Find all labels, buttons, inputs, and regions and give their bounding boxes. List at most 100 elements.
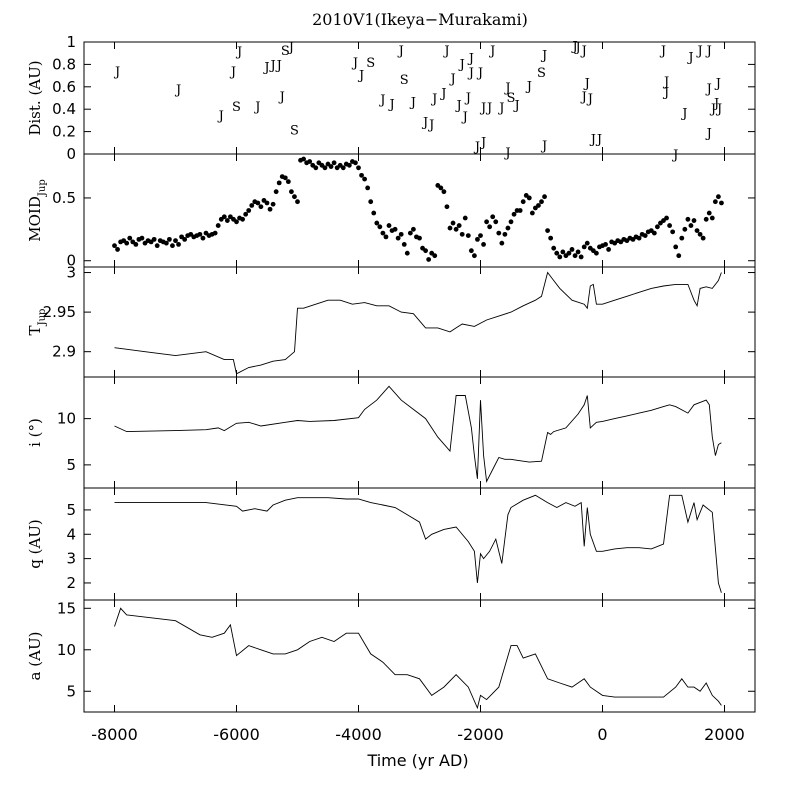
panel-tjup-ylabel-subscript: Jup <box>37 309 48 327</box>
panel-incl-ylabel-text: i (°) <box>26 418 44 447</box>
jupiter-encounter-marker: J <box>540 48 547 63</box>
panel-moid-ylabel: MOIDJup <box>26 179 48 241</box>
moid-point <box>450 220 456 226</box>
moid-point <box>404 250 410 256</box>
x-axis: -8000 -6000 -4000 -2000 0 2000 <box>91 725 745 744</box>
moid-point <box>243 211 249 217</box>
moid-point <box>264 200 270 206</box>
panel-incl: 5 10 i (°) <box>26 376 756 489</box>
jupiter-encounter-marker: J <box>473 140 480 155</box>
jupiter-encounter-marker: J <box>659 44 666 59</box>
x-tick-label: 2000 <box>704 725 745 744</box>
moid-point <box>295 199 300 205</box>
saturn-encounter-marker: S <box>290 123 299 138</box>
moid-point <box>716 194 721 200</box>
moid-point <box>212 230 218 236</box>
moid-point <box>246 208 252 213</box>
moid-point <box>475 236 480 242</box>
jupiter-encounter-marker: J <box>235 45 242 60</box>
moid-point <box>258 204 264 210</box>
jupiter-encounter-marker: J <box>268 58 275 73</box>
jupiter-encounter-marker: J <box>503 146 510 161</box>
jupiter-encounter-marker: J <box>680 107 687 122</box>
moid-point <box>176 242 181 247</box>
moid-point <box>575 249 581 255</box>
panel-incl-ytick-label: 10 <box>57 410 76 428</box>
panel-q-ytick-label: 3 <box>66 550 76 568</box>
moid-point <box>606 247 611 252</box>
moid-point <box>313 165 319 171</box>
jupiter-encounter-marker: J <box>686 51 693 66</box>
moid-point <box>554 250 560 256</box>
moid-point <box>691 218 697 223</box>
panel-q-ylabel-text: q (AU) <box>26 519 44 569</box>
jupiter-encounter-marker: J <box>503 81 510 96</box>
jupiter-encounter-marker: J <box>705 44 712 59</box>
moid-point <box>392 226 398 232</box>
moid-point <box>170 243 175 249</box>
panel-moid-ytick-label: 0 <box>66 252 76 270</box>
panel-moid-ylabel-text: MOID <box>26 196 44 242</box>
panel-tjup-frame <box>83 266 756 378</box>
moid-point <box>456 223 462 228</box>
panel-a-ytick-label: 10 <box>57 641 76 659</box>
jupiter-encounter-marker: J <box>275 58 282 73</box>
moid-point <box>432 253 438 259</box>
jupiter-encounter-marker: J <box>421 116 428 131</box>
panel-tjup-ytick-label: 2.9 <box>52 343 76 361</box>
moid-point <box>572 253 578 259</box>
panel-dist-ylabel: Dist. (AU) <box>26 60 44 135</box>
moid-point <box>539 199 544 205</box>
jupiter-encounter-marker: J <box>442 44 449 59</box>
moid-point <box>578 254 584 260</box>
moid-point <box>709 215 715 221</box>
moid-point <box>407 230 413 236</box>
jupiter-encounter-marker: J <box>485 101 492 116</box>
jupiter-encounter-marker: J <box>217 109 224 124</box>
moid-point <box>487 224 493 230</box>
jupiter-encounter-marker: J <box>455 99 462 114</box>
panel-tjup-ytick-label: 2.95 <box>43 303 76 321</box>
panel-dist-ytick-label: 0.6 <box>52 78 76 96</box>
panel-a-ytick-label: 15 <box>57 599 76 617</box>
moid-point <box>484 219 489 225</box>
moid-point <box>377 224 383 230</box>
moid-point <box>127 235 133 241</box>
jupiter-encounter-marker: J <box>448 72 455 87</box>
moid-point <box>365 185 371 191</box>
moid-point <box>197 231 203 237</box>
moid-point <box>322 165 328 171</box>
moid-point <box>331 160 337 166</box>
moid-point <box>301 156 306 162</box>
moid-point <box>112 243 117 249</box>
panel-tjup-ylabel: TJup <box>26 309 48 336</box>
moid-point <box>346 162 352 168</box>
moid-point <box>151 236 157 242</box>
panel-dist-ytick-label: 1 <box>66 33 76 51</box>
moid-point <box>581 244 587 250</box>
panel-a-ytick-label: 5 <box>66 682 76 700</box>
moid-point <box>356 165 361 171</box>
moid-point <box>603 242 608 247</box>
moid-point <box>505 225 511 231</box>
moid-point <box>548 235 554 241</box>
panel-dist-ytick-label: 0 <box>66 145 76 163</box>
moid-point <box>328 164 334 169</box>
jupiter-encounter-marker: J <box>351 56 358 71</box>
moid-point <box>706 210 712 216</box>
x-tick-label: 0 <box>597 725 607 744</box>
jupiter-encounter-marker: J <box>229 65 236 80</box>
moid-point <box>493 219 499 225</box>
moid-point <box>655 224 660 230</box>
panel-q-ylabel: q (AU) <box>26 519 44 569</box>
saturn-encounter-marker: S <box>507 91 516 106</box>
jupiter-encounter-marker: J <box>278 90 285 105</box>
x-axis-title: Time (yr AD) <box>366 751 468 770</box>
jupiter-encounter-marker: J <box>540 139 547 154</box>
jupiter-encounter-marker: J <box>458 57 465 72</box>
jupiter-encounter-marker: J <box>695 44 702 59</box>
jupiter-encounter-marker: J <box>583 76 590 91</box>
jupiter-encounter-marker: J <box>113 65 120 80</box>
moid-point <box>636 235 642 241</box>
